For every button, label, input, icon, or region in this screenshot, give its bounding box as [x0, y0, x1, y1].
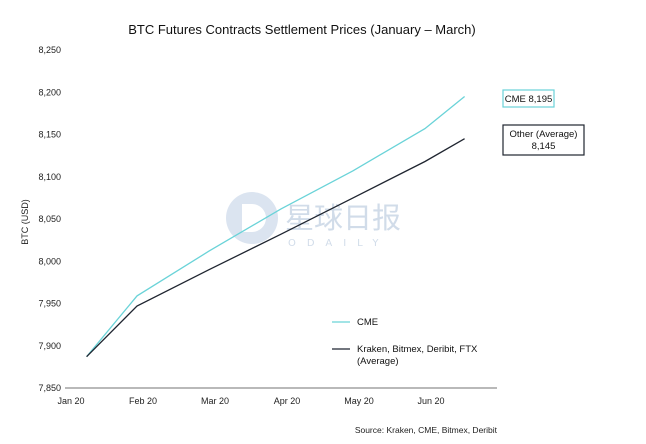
y-tick-label: 8,200 [38, 87, 61, 97]
y-tick-label: 8,100 [38, 172, 61, 182]
series-line-cme [86, 95, 466, 358]
callout-value-other: 8,145 [532, 141, 556, 152]
legend-label-other: Kraken, Bitmex, Deribit, FTX [357, 344, 478, 355]
y-tick-label: 8,050 [38, 214, 61, 224]
y-tick-label: 8,150 [38, 130, 61, 140]
y-tick-label: 7,850 [38, 383, 61, 393]
watermark-chinese-text: 星球日报 [285, 201, 401, 235]
source-note: Source: Kraken, CME, Bitmex, Deribit [355, 425, 498, 435]
x-tick-label: Jun 20 [417, 396, 444, 406]
watermark-logo-mark [242, 204, 266, 232]
watermark: 星球日报 ODAILY [226, 192, 401, 249]
y-tick-label: 7,900 [38, 341, 61, 351]
callout-label-other: Other (Average) [510, 129, 578, 140]
callout-label-cme: CME 8,195 [505, 94, 553, 105]
legend-label-cme: CME [357, 317, 378, 328]
legend-label-other-line2: (Average) [357, 356, 399, 367]
series-line-other-average [86, 138, 465, 358]
series-lines [86, 95, 466, 358]
x-tick-label: May 20 [344, 396, 374, 406]
x-tick-label: Jan 20 [57, 396, 84, 406]
x-tick-label: Feb 20 [129, 396, 157, 406]
tick-labels: 7,850 7,900 7,950 8,000 8,050 8,100 8,150 8,200… [38, 45, 444, 406]
callouts: CME 8,195 Other (Average)8,145 [502, 89, 585, 156]
x-tick-label: Apr 20 [274, 396, 301, 406]
chart-title: BTC Futures Contracts Settlement Prices … [128, 22, 476, 37]
y-tick-label: 7,950 [38, 299, 61, 309]
y-axis-label: BTC (USD) [20, 199, 30, 245]
watermark-latin-text: ODAILY [288, 238, 390, 249]
y-tick-label: 8,000 [38, 256, 61, 266]
y-tick-label: 8,250 [38, 45, 61, 55]
x-tick-label: Mar 20 [201, 396, 229, 406]
legend: CME Kraken, Bitmex, Deribit, FTX(Average) [332, 317, 478, 367]
callout-box-other [502, 124, 585, 156]
callout-box-cme [502, 89, 555, 108]
